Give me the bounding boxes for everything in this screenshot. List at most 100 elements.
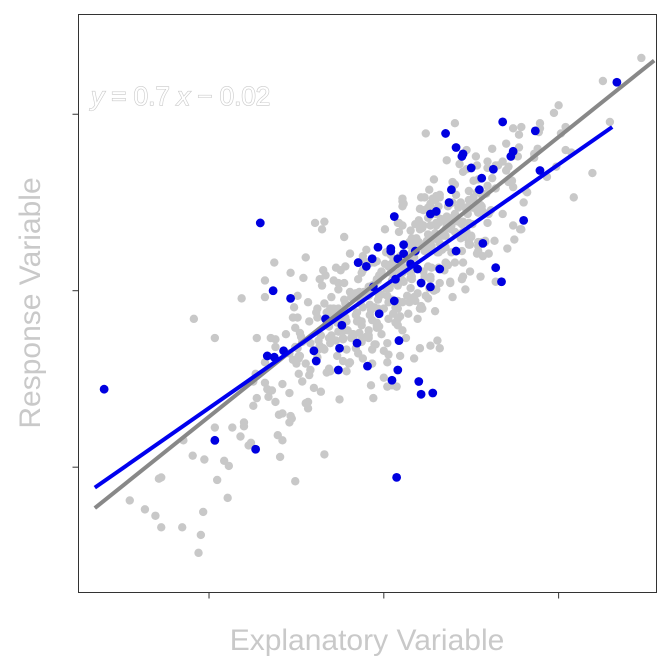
grey-point-87 xyxy=(490,236,499,246)
grey-point-197 xyxy=(383,382,392,391)
grey-point-279 xyxy=(303,298,313,307)
grey-point-305 xyxy=(404,309,413,318)
grey-point-515 xyxy=(338,333,348,343)
grey-point-204 xyxy=(569,193,578,202)
blue-point-40 xyxy=(335,343,344,353)
axis-ticks xyxy=(72,113,560,599)
grey-point-442 xyxy=(194,548,203,558)
blue-point-2 xyxy=(435,264,445,274)
grey-point-214 xyxy=(508,221,518,230)
grey-point-291 xyxy=(465,240,475,249)
blue-point-56 xyxy=(353,258,363,267)
grey-point-219 xyxy=(393,218,402,228)
grey-point-346 xyxy=(384,350,393,359)
grey-point-387 xyxy=(200,455,209,464)
grey-point-349 xyxy=(383,338,392,348)
blue-point-10 xyxy=(387,375,397,385)
blue-point-4 xyxy=(333,365,343,375)
blue-point-22 xyxy=(251,444,261,454)
grey-point-135 xyxy=(398,326,407,335)
grey-point-213 xyxy=(271,397,280,407)
grey-point-246 xyxy=(508,124,518,133)
grey-point-518 xyxy=(487,173,497,183)
grey-point-354 xyxy=(342,345,351,354)
grey-point-498 xyxy=(344,359,354,368)
grey-point-110 xyxy=(317,225,327,234)
equation-y-symbol: y xyxy=(89,81,106,111)
grey-point-311 xyxy=(508,182,518,192)
blue-point-19 xyxy=(393,254,403,264)
grey-point-99 xyxy=(510,235,519,244)
grey-point-466 xyxy=(443,213,453,223)
grey-point-347 xyxy=(472,249,482,258)
grey-point-26 xyxy=(291,477,300,486)
grey-point-438 xyxy=(364,333,373,343)
grey-point-512 xyxy=(349,329,358,339)
grey-point-70 xyxy=(423,294,433,303)
grey-point-284 xyxy=(498,209,507,219)
grey-point-452 xyxy=(420,246,429,256)
grey-point-309 xyxy=(464,195,474,205)
grey-point-378 xyxy=(455,159,464,169)
grey-point-319 xyxy=(398,298,407,307)
grey-point-241 xyxy=(487,144,497,153)
grey-point-450 xyxy=(402,291,412,301)
grey-point-458 xyxy=(352,308,362,317)
grey-point-471 xyxy=(498,157,507,166)
grey-point-171 xyxy=(588,168,597,178)
grey-point-268 xyxy=(320,299,329,308)
grey-point-4 xyxy=(461,285,470,294)
grey-point-307 xyxy=(365,310,375,320)
grey-point-54 xyxy=(395,351,405,361)
grey-point-454 xyxy=(291,323,300,332)
grey-point-433 xyxy=(407,234,416,243)
blue-point-66 xyxy=(477,173,487,183)
blue-point-26 xyxy=(399,240,409,250)
regression-lines xyxy=(93,58,656,510)
grey-point-229 xyxy=(358,354,368,363)
grey-point-431 xyxy=(484,249,493,258)
grey-point-294 xyxy=(309,383,319,393)
blue-point-50 xyxy=(497,277,506,287)
grey-point-437 xyxy=(483,157,492,166)
grey-point-400 xyxy=(236,432,245,441)
grey-point-285 xyxy=(271,335,280,344)
grey-point-203 xyxy=(260,276,270,285)
grey-point-320 xyxy=(446,277,455,286)
grey-point-427 xyxy=(415,220,425,229)
grey-point-419 xyxy=(426,275,435,284)
blue-point-63 xyxy=(535,166,545,175)
grey-point-396 xyxy=(287,414,296,423)
grey-point-235 xyxy=(430,306,440,316)
grey-point-303 xyxy=(339,295,349,304)
blue-point-57 xyxy=(386,244,396,253)
blue-point-48 xyxy=(451,143,461,152)
grey-point-451 xyxy=(423,262,433,271)
grey-point-389 xyxy=(465,267,475,276)
grey-point-409 xyxy=(352,317,362,326)
blue-point-7 xyxy=(268,286,278,296)
blue-point-11 xyxy=(210,435,220,445)
blue-point-32 xyxy=(311,356,321,366)
blue-point-6 xyxy=(416,278,426,288)
grey-point-247 xyxy=(416,301,426,311)
grey-point-152 xyxy=(334,285,343,294)
blue-point-29 xyxy=(389,296,399,306)
blue-point-23 xyxy=(530,126,540,136)
grey-point-525 xyxy=(501,139,511,148)
blue-point-0 xyxy=(99,384,109,394)
blue-point-65 xyxy=(286,293,295,303)
equation-slope: = 0.7 xyxy=(104,81,177,111)
grey-point-38 xyxy=(435,344,444,353)
grey-point-239 xyxy=(305,317,314,326)
grey-point-192 xyxy=(293,291,302,301)
grey-point-6 xyxy=(450,258,460,267)
grey-point-166 xyxy=(433,336,442,345)
grey-point-53 xyxy=(517,122,526,132)
grey-point-175 xyxy=(476,272,485,281)
blue-point-41 xyxy=(337,320,347,330)
grey-point-358 xyxy=(298,377,307,386)
blue-point-60 xyxy=(413,264,423,274)
grey-point-497 xyxy=(507,176,517,185)
